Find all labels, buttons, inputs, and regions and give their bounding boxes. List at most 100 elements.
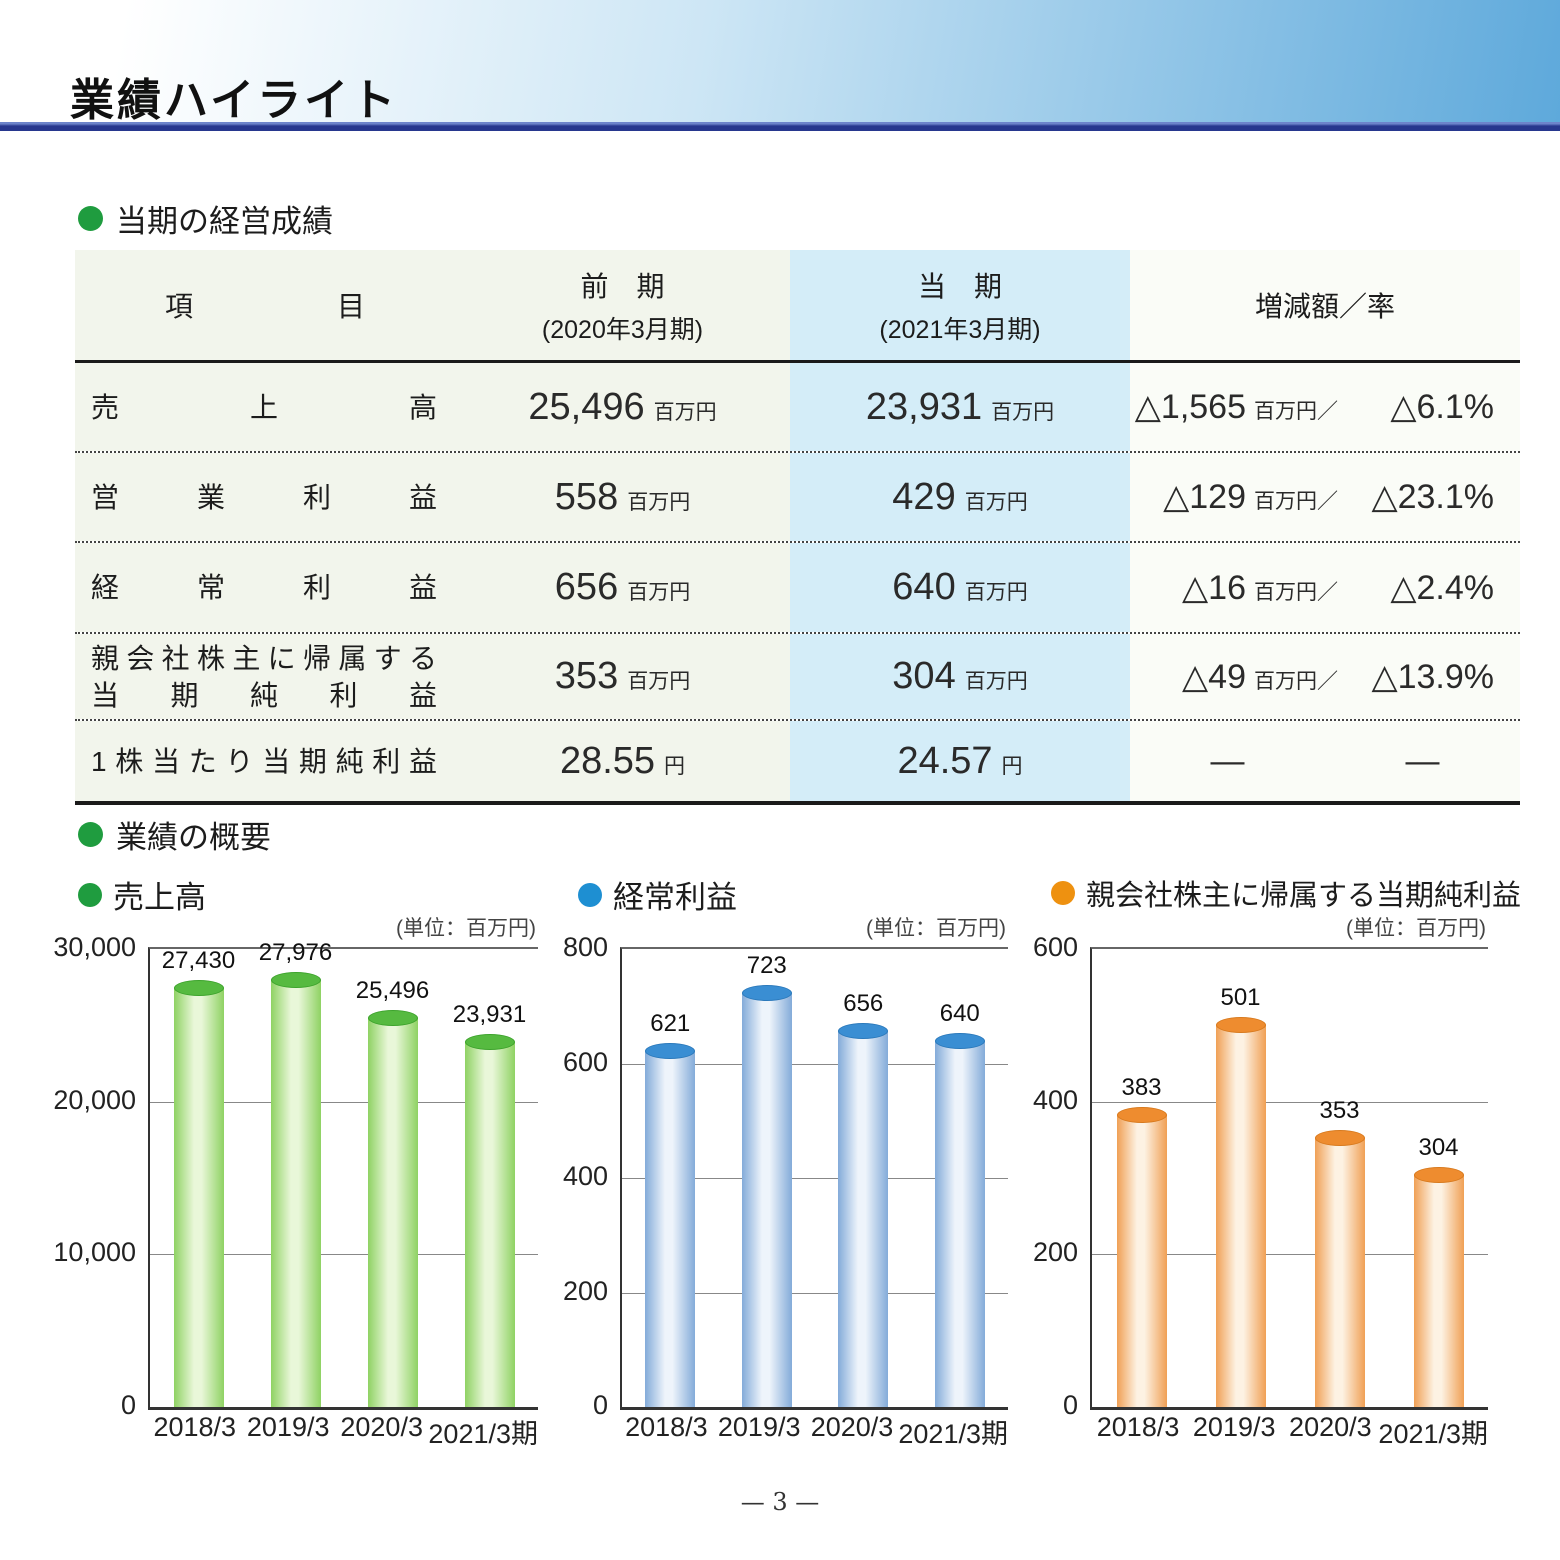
- curr-unit: 円: [1001, 754, 1023, 778]
- cylinder-cap: [741, 985, 792, 1002]
- prev-unit: 百万円: [627, 670, 691, 693]
- item-label-cell: 親会社株主に帰属する 当 期 純 利 益: [75, 634, 455, 719]
- cylinder-bar: 383: [1116, 1074, 1167, 1407]
- curr-value-cell: 23,931 百万円: [790, 363, 1130, 451]
- prev-unit: 円: [664, 754, 686, 778]
- table-row-eps: 1株当たり当期純利益 28.55 円 24.57 円 — —: [75, 721, 1520, 805]
- header-item-cell: 項 目: [75, 250, 455, 360]
- curr-value-cell: 304 百万円: [790, 634, 1130, 719]
- cylinder-cap: [367, 1009, 418, 1026]
- curr-value: 24.57: [897, 739, 993, 782]
- change-rate: △23.1%: [1371, 478, 1494, 516]
- change-unit: 百万円／: [1254, 490, 1338, 513]
- gridline: [150, 1101, 538, 1103]
- cylinder-bar: 621: [645, 1010, 696, 1407]
- x-axis-labels: 2018/3 2019/3 2020/3 2021/3期: [1090, 1412, 1489, 1449]
- x-tick-label: 2021/3期: [428, 1419, 538, 1449]
- table-header-row: 項 目 前 期 (2020年3月期) 当 期 (2021年3月期) 増減額／率: [75, 250, 1520, 363]
- bar-slot: 621: [622, 949, 719, 1407]
- curr-value: 429: [892, 475, 956, 518]
- chart-title: 親会社株主に帰属する当期純利益: [1086, 880, 1522, 912]
- curr-unit: 百万円: [964, 490, 1028, 514]
- header-curr-title: 当 期: [917, 270, 1002, 302]
- x-tick-label: 2021/3期: [898, 1419, 1008, 1449]
- change-rate: △13.9%: [1371, 657, 1494, 696]
- item-label-cell: 経 常 利 益: [75, 543, 455, 632]
- cylinder-cap: [934, 1032, 985, 1049]
- cylinder-cap: [1413, 1166, 1464, 1183]
- chart-title-row: 売上高: [78, 872, 206, 917]
- unit-label: (単位：百万円): [396, 917, 536, 940]
- cylinder-cap: [1215, 1016, 1266, 1033]
- ordinary-income-chart: 経常利益 (単位：百万円) 0 200 400 600 800 621 723 656 640…: [532, 870, 1010, 1449]
- chart-title-row: 親会社株主に帰属する当期純利益: [1051, 872, 1521, 914]
- header-prev-sub: (2020年3月期): [541, 315, 704, 344]
- cylinder-bar: 353: [1314, 1097, 1365, 1407]
- table-row-ordinary-income: 経 常 利 益 656 百万円 640 百万円 △16 百万円／ △2.4%: [75, 543, 1520, 634]
- header-curr-cell: 当 期 (2021年3月期): [790, 250, 1130, 360]
- x-tick-label: 2021/3期: [1378, 1419, 1489, 1449]
- change-rate: △2.4%: [1390, 568, 1494, 607]
- item-label-cell: 1株当たり当期純利益: [75, 721, 455, 801]
- y-axis-labels: 0 200 400 600: [1002, 933, 1084, 1419]
- cylinder-bar: 656: [838, 990, 889, 1407]
- header-prev-cell: 前 期 (2020年3月期): [455, 250, 790, 360]
- y-tick-label: 600: [562, 1046, 608, 1077]
- change-amount-dash: —: [1210, 741, 1245, 780]
- plot-area: 621 723 656 640: [620, 947, 1008, 1410]
- prev-unit: 百万円: [627, 581, 691, 604]
- curr-value-cell: 24.57 円: [790, 721, 1130, 801]
- x-axis-labels: 2018/3 2019/3 2020/3 2021/3期: [620, 1412, 1008, 1449]
- cylinder-bar: 27,430: [162, 947, 235, 1407]
- y-tick-label: 0: [120, 1390, 136, 1420]
- x-axis-labels: 2018/3 2019/3 2020/3 2021/3期: [148, 1412, 538, 1449]
- page-number: — 3 —: [740, 1488, 820, 1516]
- cylinder-cap: [1314, 1129, 1365, 1146]
- x-tick-label: 2019/3: [1192, 1412, 1276, 1442]
- y-tick-label: 200: [1032, 1237, 1078, 1268]
- change-cell: — —: [1130, 721, 1520, 801]
- change-cell: △49 百万円／ △13.9%: [1130, 634, 1520, 719]
- change-cell: △129 百万円／ △23.1%: [1130, 453, 1520, 541]
- bar-value-label: 23,931: [452, 1000, 527, 1028]
- chart-title-row: 経常利益: [578, 872, 737, 917]
- y-tick-label: 400: [1032, 1084, 1078, 1115]
- y-tick-label: 0: [592, 1390, 608, 1420]
- chart-title: 売上高: [113, 880, 206, 915]
- item-label: 営 業 利 益: [91, 481, 437, 513]
- item-label-cell: 営 業 利 益: [75, 453, 455, 541]
- curr-unit: 百万円: [964, 581, 1028, 604]
- plot-wrap: 0 200 400 600 383 501 353 304 2018/3 2019/3 2020…: [1002, 933, 1490, 1449]
- bar-slot: 656: [815, 949, 912, 1407]
- bar-value-label: 640: [939, 999, 980, 1027]
- prev-unit: 百万円: [627, 490, 691, 514]
- bar-slot: 25,496: [344, 949, 441, 1407]
- y-axis-labels: 0 10,000 20,000 30,000: [53, 933, 142, 1419]
- gridline: [1092, 1254, 1488, 1256]
- x-tick-label: 2020/3: [340, 1412, 423, 1442]
- page-title: 業績ハイライト: [70, 76, 399, 125]
- y-tick-label: 30,000: [53, 932, 136, 962]
- prev-value-cell: 25,496 百万円: [455, 363, 790, 451]
- bar-slot: 383: [1092, 949, 1191, 1407]
- curr-value: 304: [892, 655, 956, 697]
- curr-value-cell: 640 百万円: [790, 543, 1130, 632]
- header-change-cell: 増減額／率: [1130, 250, 1520, 360]
- prev-value: 28.55: [559, 739, 656, 782]
- cylinder-cap: [1116, 1106, 1167, 1123]
- cylinder-bar: 723: [741, 952, 792, 1407]
- gridline: [622, 1292, 1008, 1294]
- overview-heading-label: 業績の概要: [116, 820, 271, 855]
- change-amount: △16: [1182, 568, 1246, 607]
- chart-dot: [578, 882, 602, 907]
- x-tick-label: 2019/3: [246, 1412, 330, 1442]
- header-prev-title: 前 期: [580, 270, 665, 302]
- prev-value: 25,496: [528, 385, 645, 428]
- sales-chart: 売上高 (単位：百万円) 0 10,000 20,000 30,000 27,430 2…: [53, 870, 540, 1449]
- green-dot-icon: [78, 822, 103, 847]
- item-label: 1株当たり当期純利益: [91, 745, 437, 777]
- x-tick-label: 2018/3: [153, 1412, 237, 1442]
- prev-value: 656: [554, 566, 619, 608]
- plot-area: 27,430 27,976 25,496 23,931: [148, 939, 538, 1410]
